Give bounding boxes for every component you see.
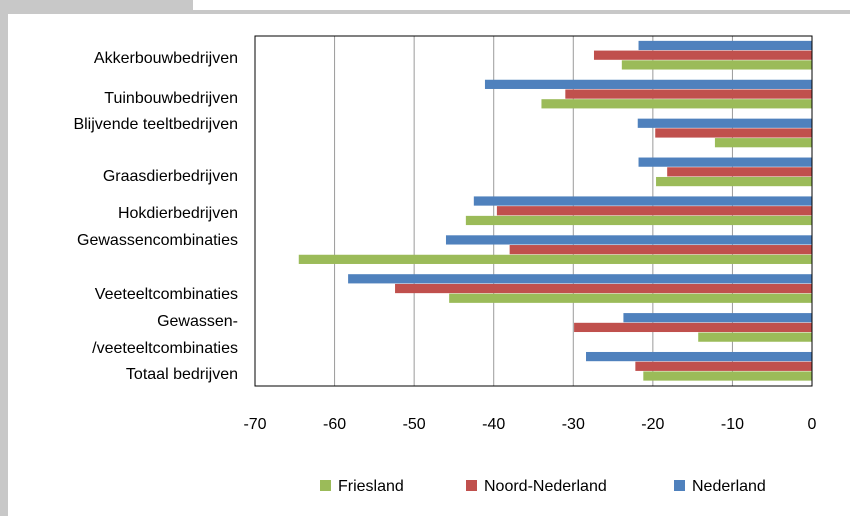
category-label: /veeteeltcombinaties [92, 340, 238, 357]
x-tick-label: -40 [482, 416, 505, 433]
category-label: Tuinbouwbedrijven [104, 90, 238, 107]
bar-friesland-8 [643, 371, 812, 381]
bar-friesland-3 [656, 176, 812, 187]
legend-label-nederland: Nederland [692, 478, 766, 495]
legend-label-friesland: Friesland [338, 478, 404, 495]
x-tick-label: -70 [243, 416, 266, 433]
chart-panel: Akkerbouwbedrijven Tuinbouwbedrijven Blijv… [8, 14, 850, 516]
bars [298, 40, 812, 381]
x-tick-label: -20 [641, 416, 664, 433]
legend-label-noord-nederland: Noord-Nederland [484, 478, 607, 495]
legend-swatch-friesland [320, 480, 331, 491]
bar-nederland-0 [638, 40, 812, 51]
chart-title-strip [193, 0, 850, 10]
x-tick-label: -10 [721, 416, 744, 433]
bar-noord-nederland-8 [635, 361, 812, 371]
bar-friesland-7 [698, 332, 812, 342]
bar-friesland-1 [541, 99, 812, 109]
bar-noord-nederland-5 [509, 245, 812, 255]
bar-nederland-7 [623, 313, 812, 323]
bar-nederland-4 [473, 196, 812, 206]
x-tick-label: -50 [403, 416, 426, 433]
bar-noord-nederland-6 [395, 283, 812, 294]
x-tick-labels: -70 -60 -50 -40 -30 -20 -10 0 [243, 416, 816, 433]
bar-nederland-5 [445, 235, 812, 245]
category-label: Hokdierbedrijven [118, 205, 238, 222]
legend-swatch-noord-nederland [466, 480, 477, 491]
bar-noord-nederland-4 [496, 206, 812, 216]
x-tick-label: -30 [562, 416, 585, 433]
bar-nederland-3 [638, 157, 812, 167]
plot-area-border [254, 35, 813, 387]
bar-nederland-6 [348, 274, 812, 284]
x-tick-label: -60 [323, 416, 346, 433]
bar-noord-nederland-0 [593, 50, 812, 60]
category-label: Gewassen- [157, 313, 238, 330]
bar-chart: Akkerbouwbedrijven Tuinbouwbedrijven Blijv… [73, 35, 817, 495]
legend: Friesland Noord-Nederland Nederland [320, 478, 766, 495]
bar-nederland-2 [637, 118, 812, 128]
category-label: Veeteeltcombinaties [95, 286, 238, 303]
bar-noord-nederland-3 [667, 167, 812, 177]
bar-noord-nederland-2 [655, 128, 812, 138]
x-tick-label: 0 [808, 416, 817, 433]
category-labels: Akkerbouwbedrijven Tuinbouwbedrijven Blijv… [73, 50, 238, 383]
category-label: Gewassencombinaties [77, 232, 238, 249]
category-label: Akkerbouwbedrijven [94, 50, 238, 67]
legend-swatch-nederland [674, 480, 685, 491]
bar-friesland-2 [714, 138, 812, 148]
bar-nederland-8 [586, 351, 812, 362]
category-label: Graasdierbedrijven [103, 168, 238, 185]
bar-friesland-4 [465, 215, 812, 226]
bar-friesland-6 [449, 293, 812, 303]
bar-noord-nederland-1 [565, 89, 812, 99]
bar-noord-nederland-7 [574, 322, 812, 333]
category-label: Blijvende teeltbedrijven [73, 116, 238, 133]
bar-friesland-0 [621, 60, 812, 70]
bar-nederland-1 [484, 79, 812, 89]
category-label: Totaal bedrijven [126, 366, 238, 383]
bar-friesland-5 [298, 254, 812, 264]
